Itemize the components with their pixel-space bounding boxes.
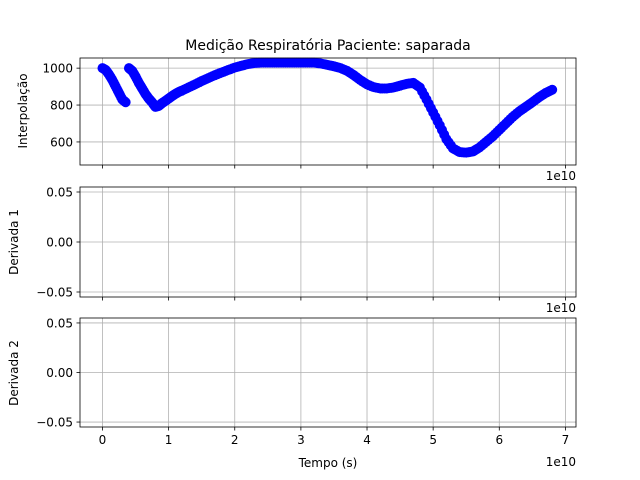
data-point <box>547 84 558 95</box>
y-tick-label: −0.05 <box>36 286 73 300</box>
y-axis-label: Derivada 2 <box>7 340 21 406</box>
x-axis-label: Tempo (s) <box>298 456 358 470</box>
grid-lines <box>80 187 576 297</box>
x-tick-label: 3 <box>297 433 305 447</box>
y-axis-label: Derivada 1 <box>7 209 21 275</box>
x-tick-label: 5 <box>429 433 437 447</box>
y-tick-label: −0.05 <box>36 416 73 430</box>
axis-ticks: −0.05 0.00 0.05 <box>36 186 566 301</box>
y-axis-label: Interpolação <box>16 73 30 148</box>
axis-ticks: 0 1 2 3 4 5 6 7 −0.05 0.00 0.05 <box>36 316 569 447</box>
axis-ticks: 600 800 1000 <box>42 62 566 169</box>
y-tick-label: 0.05 <box>46 186 73 200</box>
y-tick-label: 0.00 <box>46 236 73 250</box>
x-tick-label: 6 <box>495 433 503 447</box>
x-offset-label: 1e10 <box>546 169 576 183</box>
y-tick-label: 600 <box>50 135 73 149</box>
data-point <box>120 97 131 108</box>
x-offset-label: 1e10 <box>546 301 576 315</box>
x-tick-label: 0 <box>99 433 107 447</box>
scatter-points <box>97 57 558 158</box>
y-tick-label: 1000 <box>42 62 73 76</box>
grid-lines <box>80 318 576 427</box>
y-tick-label: 800 <box>50 99 73 113</box>
subplot-derivada-1: −0.05 0.00 0.05 Derivada 1 1e10 <box>7 186 577 315</box>
y-tick-label: 0.05 <box>46 316 73 330</box>
x-offset-label: 1e10 <box>546 455 576 469</box>
axes-frame <box>79 57 577 166</box>
y-tick-label: 0.00 <box>46 366 73 380</box>
x-tick-label: 2 <box>231 433 239 447</box>
subplot-interpolacao: 600 800 1000 Interpolação 1e10 <box>16 57 577 183</box>
chart-title: Medição Respiratória Paciente: saparada <box>185 38 470 54</box>
x-tick-label: 4 <box>363 433 371 447</box>
x-tick-label: 1 <box>165 433 173 447</box>
subplot-derivada-2: 0 1 2 3 4 5 6 7 −0.05 0.00 0.05 Derivada 2 Tempo (… <box>7 316 577 470</box>
x-tick-label: 7 <box>562 433 570 447</box>
